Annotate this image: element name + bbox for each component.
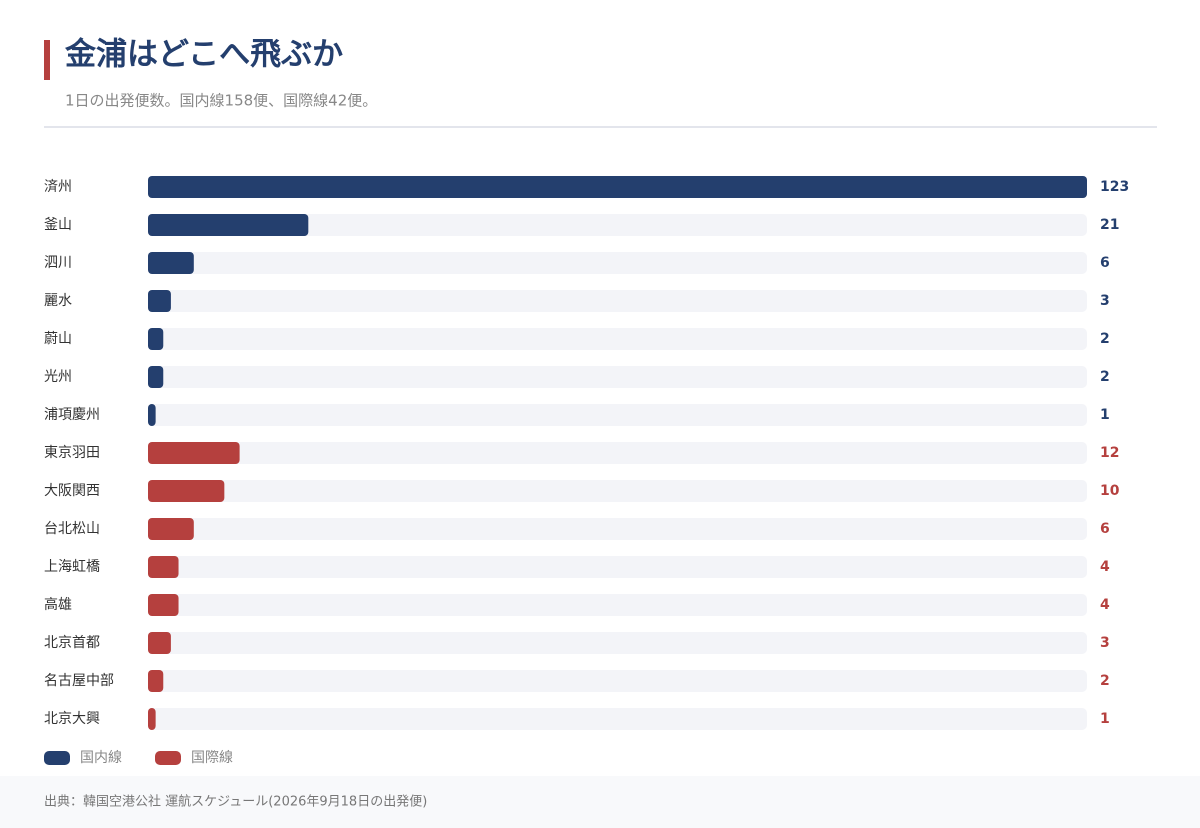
category-label: 済州	[44, 179, 72, 195]
category-label: 東京羽田	[44, 445, 100, 461]
value-label: 2	[1100, 369, 1110, 385]
bar	[148, 176, 1087, 198]
bar	[148, 632, 171, 654]
value-label: 2	[1100, 331, 1110, 347]
category-label: 北京大興	[44, 711, 100, 727]
bar-track	[148, 594, 1087, 616]
chart-title: 金浦はどこへ飛ぶか	[64, 37, 343, 73]
category-label: 北京首都	[44, 635, 100, 651]
legend-label: 国際線	[191, 750, 233, 766]
bar-track	[148, 480, 1087, 502]
category-label: 名古屋中部	[44, 673, 114, 689]
bar-track	[148, 518, 1087, 540]
bar-track	[148, 708, 1087, 730]
category-label: 浦項慶州	[44, 407, 100, 423]
bar	[148, 594, 179, 616]
title-accent	[44, 40, 50, 80]
value-label: 12	[1100, 445, 1119, 461]
chart-subtitle: 1日の出発便数。国内線158便、国際線42便。	[65, 92, 377, 110]
category-label: 蔚山	[44, 331, 72, 347]
bar-track	[148, 252, 1087, 274]
footer	[0, 776, 1200, 828]
value-label: 2	[1100, 673, 1110, 689]
category-label: 台北松山	[44, 521, 100, 537]
bar	[148, 442, 240, 464]
bar	[148, 708, 156, 730]
bar	[148, 328, 164, 350]
value-label: 1	[1100, 407, 1110, 423]
category-label: 光州	[44, 369, 72, 385]
bar	[148, 290, 171, 312]
legend-swatch	[44, 751, 70, 765]
legend-swatch	[155, 751, 181, 765]
bar	[148, 670, 164, 692]
value-label: 3	[1100, 635, 1110, 651]
bar-track	[148, 366, 1087, 388]
bar	[148, 214, 309, 236]
source: 出典：韓国空港公社 運航スケジュール(2026年9月18日の出発便)	[44, 794, 427, 810]
value-label: 6	[1100, 255, 1110, 271]
bar-track	[148, 404, 1087, 426]
bar	[148, 556, 179, 578]
value-label: 123	[1100, 179, 1129, 195]
value-label: 21	[1100, 217, 1119, 233]
bar-track	[148, 632, 1087, 654]
value-label: 10	[1100, 483, 1120, 499]
value-label: 1	[1100, 711, 1110, 727]
value-label: 4	[1100, 597, 1110, 613]
bar	[148, 366, 164, 388]
category-label: 上海虹橋	[44, 559, 100, 575]
value-label: 3	[1100, 293, 1110, 309]
bar-track	[148, 442, 1087, 464]
bar	[148, 404, 156, 426]
value-label: 4	[1100, 559, 1110, 575]
bar-track	[148, 328, 1087, 350]
bar-track	[148, 290, 1087, 312]
value-label: 6	[1100, 521, 1110, 537]
category-label: 高雄	[44, 596, 72, 613]
category-label: 大阪関西	[44, 483, 100, 499]
category-label: 釜山	[44, 217, 72, 233]
bar-track	[148, 670, 1087, 692]
bar	[148, 518, 194, 540]
bar-track	[148, 556, 1087, 578]
bar	[148, 480, 225, 502]
bar	[148, 252, 194, 274]
category-label: 泗川	[44, 255, 72, 271]
bar-track	[148, 214, 1087, 236]
legend-label: 国内線	[80, 750, 122, 766]
category-label: 麗水	[44, 293, 72, 309]
